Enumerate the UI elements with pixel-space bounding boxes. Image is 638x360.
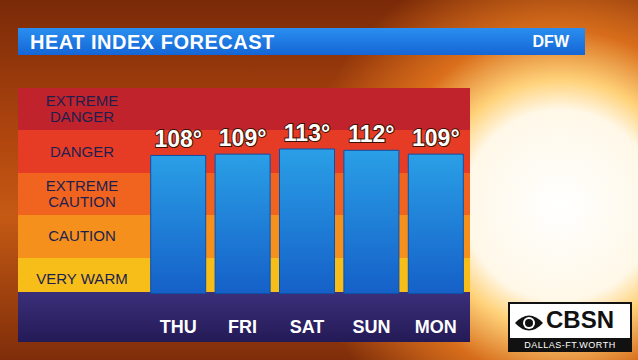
svg-text:108°: 108°	[154, 126, 202, 152]
html-text:HEAT INDEX FORECAST: HEAT INDEX FORECAST	[30, 31, 275, 53]
svg-text:113°: 113°	[284, 120, 330, 146]
svg-text:THU: THU	[160, 317, 197, 337]
svg-text:112°: 112°	[348, 121, 394, 147]
html-text:DALLAS-FT.WORTH: DALLAS-FT.WORTH	[524, 340, 616, 350]
html-text:EXTREME DANGER: EXTREME DANGER	[45, 92, 119, 126]
svg-text:SAT: SAT	[290, 317, 325, 337]
html-text:CAUTION: CAUTION	[48, 227, 116, 245]
html-text:EXTREME CAUTION: EXTREME CAUTION	[45, 177, 119, 210]
html-text:DANGER: DANGER	[49, 142, 115, 160]
html-text:DFW: DFW	[532, 33, 569, 50]
svg-text:FRI: FRI	[228, 317, 257, 337]
svg-text:SUN: SUN	[352, 317, 390, 337]
svg-text:109°: 109°	[219, 125, 267, 151]
html-text:CBSN: CBSN	[546, 306, 614, 333]
svg-text:109°: 109°	[412, 125, 460, 151]
svg-text:MON: MON	[415, 317, 457, 337]
html-text:VERY WARM: VERY WARM	[36, 269, 128, 287]
